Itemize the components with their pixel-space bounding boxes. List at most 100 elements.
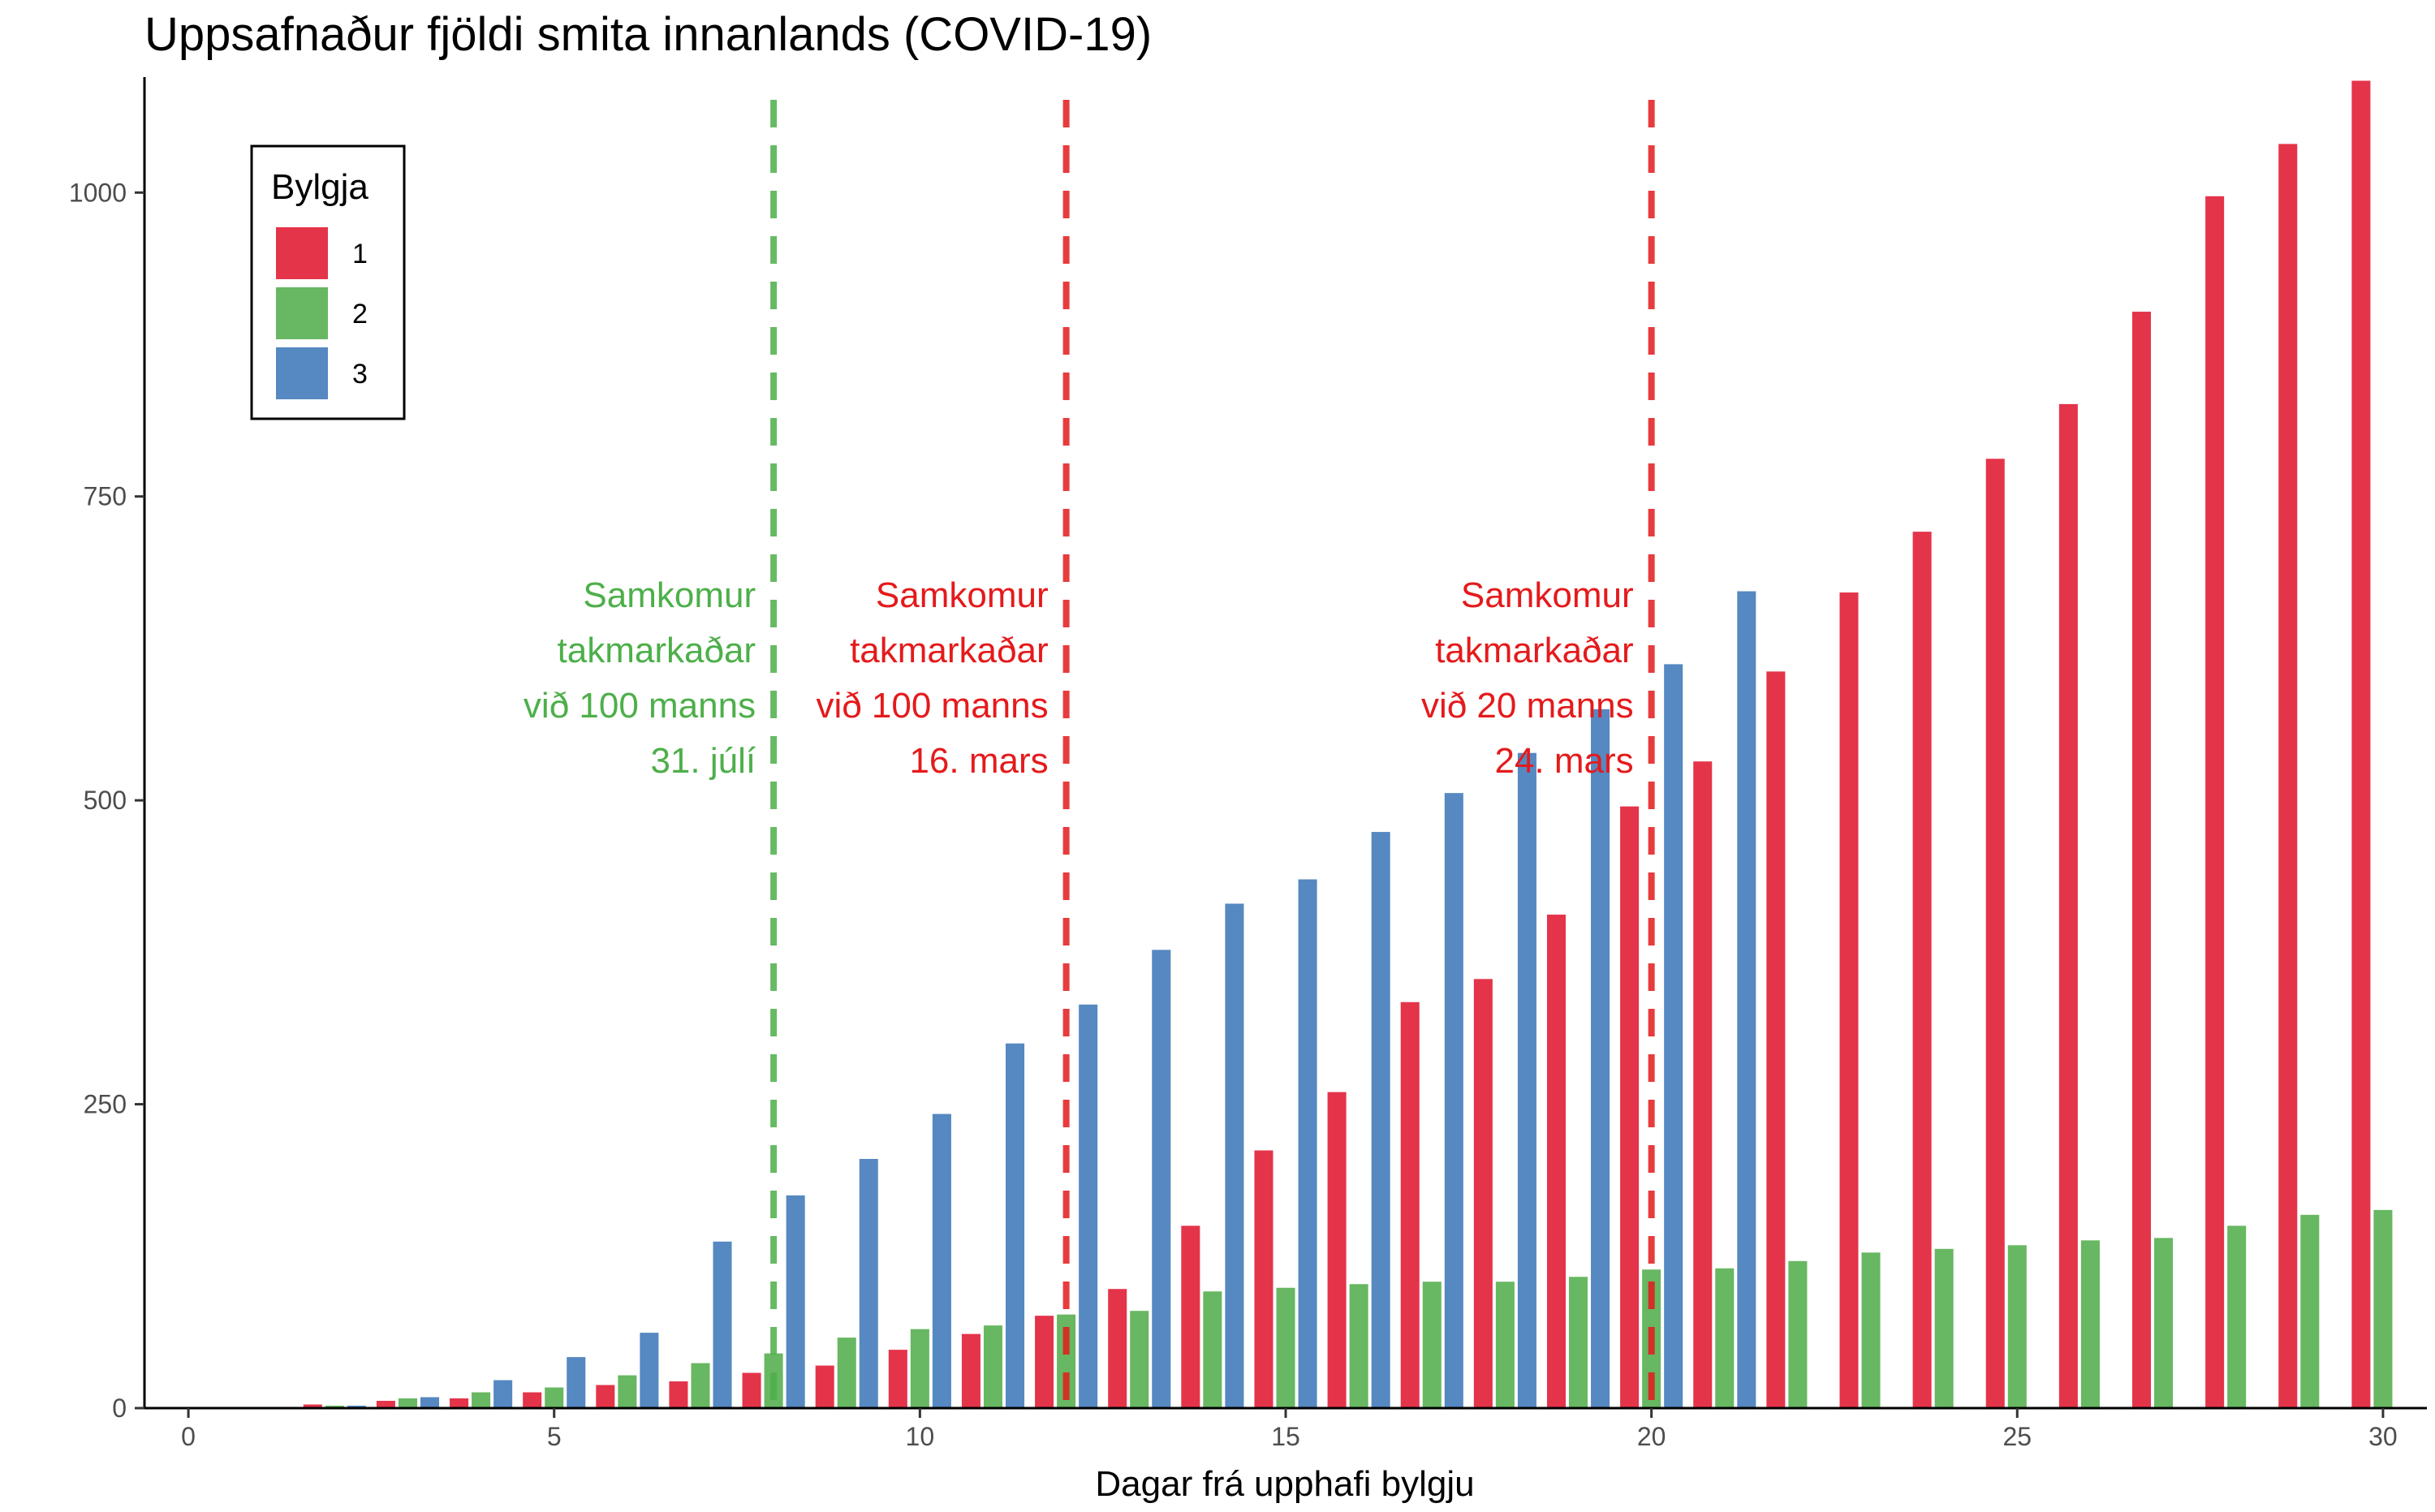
x-tick-label-0: 0 <box>181 1422 196 1451</box>
bar-series-1-day-29 <box>2278 144 2298 1408</box>
bar-series-2-day-16 <box>1349 1284 1368 1408</box>
bar-series-1-day-16 <box>1327 1092 1347 1408</box>
bar-series-3-day-9 <box>859 1158 878 1408</box>
legend-swatch-2 <box>276 287 328 339</box>
legend: Bylgja 1 2 3 <box>250 144 406 420</box>
bar-series-1-day-10 <box>888 1350 907 1408</box>
event-lines-layer <box>770 100 1655 1408</box>
annotations-layer: Samkomur takmarkaðar við 100 manns 31. júlí… <box>524 575 1634 781</box>
legend-swatch-3 <box>276 347 328 399</box>
x-tick-label-10: 10 <box>906 1422 935 1451</box>
bar-series-1-day-18 <box>1473 979 1493 1408</box>
bar-series-3-day-6 <box>640 1333 659 1408</box>
legend-swatch-1 <box>276 227 328 279</box>
bar-series-2-day-22 <box>1788 1260 1808 1408</box>
annotation-1-line-2: takmarkaðar <box>558 631 756 670</box>
bar-series-2-day-30 <box>2373 1209 2393 1408</box>
bar-series-1-day-9 <box>815 1365 834 1408</box>
bar-series-3-day-18 <box>1517 752 1536 1408</box>
bar-series-3-day-5 <box>567 1357 586 1408</box>
x-tick-label-25: 25 <box>2002 1422 2032 1451</box>
legend-title: Bylgja <box>271 167 368 207</box>
bar-series-1-day-20 <box>1620 806 1640 1408</box>
bar-series-3-day-8 <box>786 1195 805 1408</box>
x-tick-label-15: 15 <box>1271 1422 1300 1451</box>
bar-series-1-day-28 <box>2205 196 2225 1408</box>
bar-series-3-day-21 <box>1737 591 1756 1408</box>
x-tick-label-20: 20 <box>1637 1422 1666 1451</box>
bar-series-3-day-4 <box>493 1380 513 1408</box>
bar-series-3-day-19 <box>1591 709 1610 1408</box>
annotation-1-line-3: við 100 manns <box>524 686 756 726</box>
bar-series-1-day-3 <box>376 1401 395 1408</box>
bar-series-1-day-12 <box>1035 1316 1054 1408</box>
bar-series-3-day-3 <box>420 1397 440 1408</box>
bar-series-2-day-21 <box>1715 1268 1735 1408</box>
bar-series-2-day-24 <box>1934 1248 1954 1408</box>
bar-series-1-day-30 <box>2351 80 2371 1409</box>
bar-series-1-day-2 <box>303 1404 322 1408</box>
bar-series-1-day-5 <box>523 1392 542 1408</box>
bar-series-1-day-15 <box>1254 1150 1274 1408</box>
bar-series-2-day-9 <box>837 1338 856 1408</box>
bar-series-1-day-17 <box>1400 1002 1420 1408</box>
annotation-1-line-4: 31. júlí <box>650 741 756 781</box>
bar-series-1-day-7 <box>669 1381 688 1408</box>
bar-series-3-day-16 <box>1371 832 1390 1408</box>
annotation-2-line-4: 16. mars <box>909 741 1048 781</box>
bar-series-2-day-27 <box>2154 1238 2174 1408</box>
bar-series-2-day-4 <box>472 1392 491 1408</box>
bar-series-3-day-20 <box>1664 664 1683 1408</box>
bar-series-1-day-22 <box>1766 671 1786 1408</box>
bar-series-3-day-11 <box>1006 1043 1025 1408</box>
bar-series-3-day-7 <box>713 1241 732 1408</box>
y-tick-label-1000: 1000 <box>69 178 127 207</box>
bar-series-3-day-15 <box>1298 879 1317 1408</box>
bar-series-1-day-13 <box>1108 1289 1127 1408</box>
bar-series-1-day-11 <box>961 1333 980 1408</box>
bar-series-1-day-14 <box>1181 1226 1200 1408</box>
bars-layer <box>157 80 2393 1409</box>
bar-series-2-day-12 <box>1057 1314 1076 1408</box>
bar-series-2-day-14 <box>1203 1291 1222 1408</box>
bar-series-1-day-21 <box>1693 761 1713 1408</box>
bar-series-2-day-5 <box>545 1387 564 1408</box>
bar-series-2-day-11 <box>983 1325 1003 1408</box>
annotation-3-line-4: 24. mars <box>1494 741 1633 781</box>
annotation-3-line-2: takmarkaðar <box>1435 631 1634 670</box>
legend-label-3: 3 <box>352 359 368 390</box>
bar-series-3-day-12 <box>1079 1004 1098 1408</box>
bar-series-1-day-6 <box>596 1385 615 1408</box>
y-tick-label-0: 0 <box>112 1394 127 1423</box>
bar-series-1-day-24 <box>1912 532 1932 1408</box>
legend-label-2: 2 <box>352 299 368 330</box>
bar-series-2-day-6 <box>618 1375 637 1408</box>
bar-series-1-day-23 <box>1839 592 1859 1408</box>
annotation-3-line-1: Samkomur <box>1461 575 1634 615</box>
bar-series-1-day-25 <box>1985 459 2005 1408</box>
axes-layer: 0 250 500 750 1000 0 5 10 15 20 25 30 <box>69 77 2427 1451</box>
x-axis-title: Dagar frá upphafi bylgju <box>1095 1464 1474 1504</box>
bar-series-3-day-14 <box>1225 903 1244 1408</box>
bar-series-1-day-4 <box>450 1398 469 1408</box>
bar-series-2-day-15 <box>1276 1287 1295 1408</box>
y-tick-label-750: 750 <box>84 482 127 511</box>
y-tick-label-500: 500 <box>84 786 127 815</box>
chart-title: Uppsafnaður fjöldi smita innanlands (COV… <box>144 8 1152 61</box>
bar-series-1-day-26 <box>2058 403 2078 1408</box>
bar-series-2-day-17 <box>1422 1282 1442 1408</box>
bar-series-2-day-13 <box>1130 1311 1149 1408</box>
x-tick-label-30: 30 <box>2368 1422 2398 1451</box>
annotation-2-line-3: við 100 manns <box>816 686 1048 726</box>
bar-series-2-day-26 <box>2080 1240 2100 1408</box>
bar-series-3-day-13 <box>1152 950 1171 1408</box>
bar-series-3-day-17 <box>1444 793 1463 1408</box>
bar-series-2-day-25 <box>2007 1245 2027 1408</box>
bar-series-2-day-3 <box>398 1398 417 1408</box>
bar-series-3-day-10 <box>932 1114 951 1408</box>
bar-series-1-day-27 <box>2131 312 2152 1408</box>
x-tick-label-5: 5 <box>547 1422 562 1451</box>
bar-series-2-day-23 <box>1861 1252 1881 1408</box>
